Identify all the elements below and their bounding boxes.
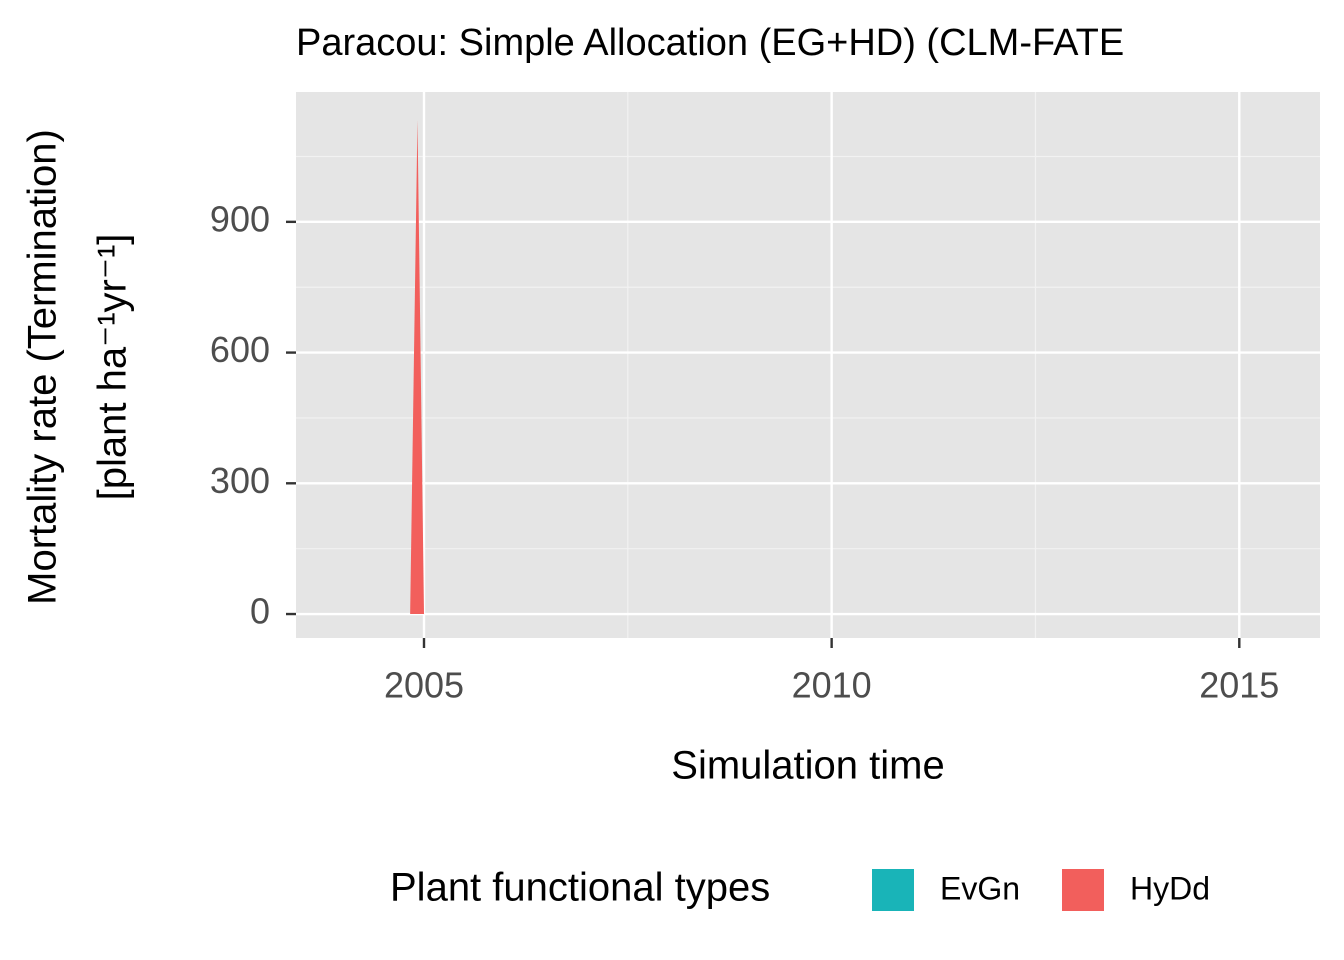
chart-title: Paracou: Simple Allocation (EG+HD) (CLM-… <box>296 22 1124 64</box>
y-tick-label: 0 <box>250 591 270 632</box>
x-tick-label: 2015 <box>1199 665 1279 706</box>
legend-key <box>1060 867 1106 913</box>
legend-title: Plant functional types <box>390 866 770 910</box>
y-axis-title: Mortality rate (Termination) <box>21 129 65 605</box>
y-tick-label: 300 <box>210 460 270 501</box>
y-tick-label: 600 <box>210 329 270 370</box>
area <box>410 119 424 615</box>
y-tick-label: 900 <box>210 198 270 239</box>
legend-label: HyDd <box>1130 870 1210 906</box>
legend: EvGn HyDd <box>870 867 1210 913</box>
grid <box>296 92 1320 638</box>
x-tick-label: 2005 <box>384 665 464 706</box>
legend-key <box>870 867 916 913</box>
marks <box>410 119 424 615</box>
x-tick-label: 2010 <box>792 665 872 706</box>
legend-label: EvGn <box>940 870 1020 906</box>
y-axis-title: [plant ha⁻¹yr⁻¹] <box>91 234 135 501</box>
panel <box>296 92 1320 638</box>
x-axis-title: Simulation time <box>671 744 944 788</box>
